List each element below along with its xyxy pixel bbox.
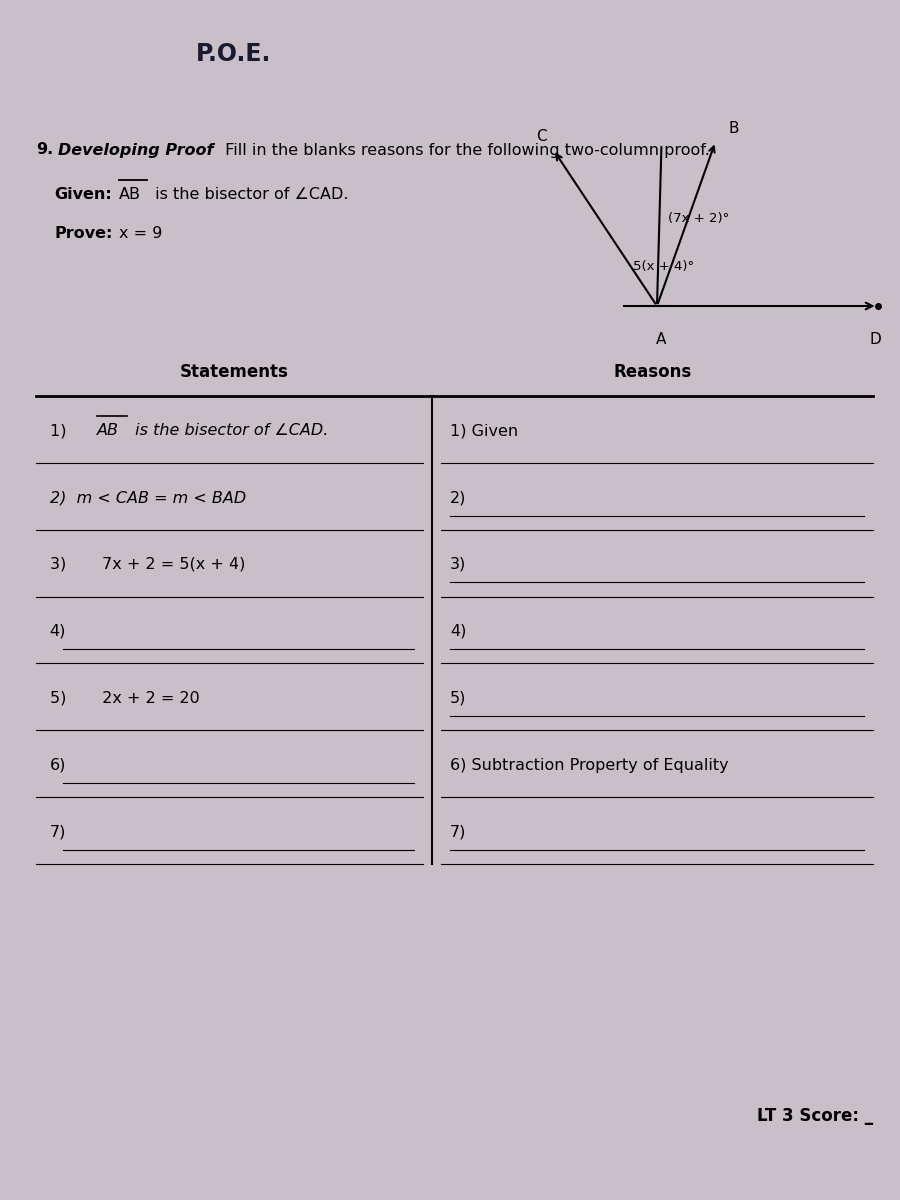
- Text: Prove:: Prove:: [54, 227, 112, 241]
- Text: 4): 4): [450, 624, 466, 638]
- Text: 5)       2x + 2 = 20: 5) 2x + 2 = 20: [50, 691, 199, 706]
- Text: 7): 7): [450, 824, 466, 840]
- Text: 9.: 9.: [36, 143, 53, 157]
- Text: Given:: Given:: [54, 187, 112, 202]
- Text: D: D: [869, 332, 882, 348]
- Text: 1) Given: 1) Given: [450, 424, 518, 438]
- Text: 3): 3): [450, 557, 466, 572]
- Text: 1): 1): [50, 424, 76, 438]
- Text: 2)  m < CAB = m < BAD: 2) m < CAB = m < BAD: [50, 490, 246, 505]
- Text: is the bisector of ∠CAD.: is the bisector of ∠CAD.: [150, 187, 349, 202]
- Text: C: C: [536, 128, 546, 144]
- Text: Developing Proof: Developing Proof: [58, 143, 214, 157]
- Text: Fill in the blanks reasons for the following two-column proof.: Fill in the blanks reasons for the follo…: [220, 143, 710, 157]
- Text: AB: AB: [119, 187, 140, 202]
- Text: A: A: [656, 332, 667, 348]
- Text: P.O.E.: P.O.E.: [196, 42, 272, 66]
- Text: (7x + 2)°: (7x + 2)°: [668, 212, 729, 226]
- Text: 2): 2): [450, 490, 466, 505]
- Text: x = 9: x = 9: [119, 227, 162, 241]
- Text: Reasons: Reasons: [614, 364, 691, 382]
- Text: 3)       7x + 2 = 5(x + 4): 3) 7x + 2 = 5(x + 4): [50, 557, 245, 572]
- Text: 4): 4): [50, 624, 66, 638]
- Text: B: B: [729, 120, 740, 136]
- Text: LT 3 Score: _: LT 3 Score: _: [757, 1106, 873, 1126]
- Text: Statements: Statements: [180, 364, 288, 382]
- Text: 5(x + 4)°: 5(x + 4)°: [633, 260, 694, 272]
- Text: 7): 7): [50, 824, 66, 840]
- Text: 6) Subtraction Property of Equality: 6) Subtraction Property of Equality: [450, 757, 729, 773]
- Text: is the bisector of ∠CAD.: is the bisector of ∠CAD.: [130, 424, 328, 438]
- Text: AB: AB: [97, 424, 119, 438]
- Text: 6): 6): [50, 757, 66, 773]
- Text: 5): 5): [450, 691, 466, 706]
